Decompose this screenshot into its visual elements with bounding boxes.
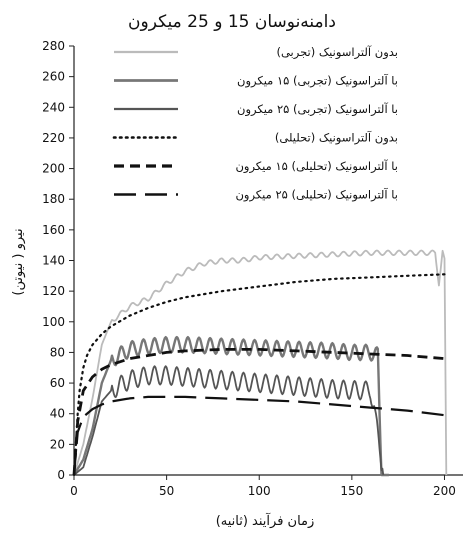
y-tick-label: 140 [42, 254, 65, 268]
legend-label-3: با آلتراسونیک (تجربی) ۲۵ میکرون [237, 102, 398, 117]
y-tick-label: 40 [50, 407, 65, 421]
legend-label-1: بدون آلتراسونیک (تجربی) [276, 45, 398, 60]
y-tick-label: 20 [50, 437, 65, 451]
y-tick-label: 240 [42, 100, 65, 114]
y-tick-label: 120 [42, 284, 65, 298]
series-line-4 [72, 273, 446, 477]
series-line-3 [73, 365, 385, 476]
x-tick-label: 50 [159, 484, 174, 498]
axes: 0 20 40 60 80 100 120 140 160 180 200 220 240 260 280 0… [42, 39, 463, 498]
x-tick-label: 0 [70, 484, 78, 498]
y-tick-label: 200 [42, 162, 65, 176]
x-tick-label: 200 [433, 484, 456, 498]
y-tick-label: 0 [57, 468, 65, 482]
legend-label-6: با آلتراسونیک (تحلیلی) ۲۵ میکرون [235, 188, 398, 203]
y-tick-label: 100 [42, 315, 65, 329]
series-lines [72, 249, 448, 477]
legend-label-2: با آلتراسونیک (تجربی) ۱۵ میکرون [237, 74, 398, 89]
y-tick-label: 220 [42, 131, 65, 145]
series-line-1 [73, 249, 448, 476]
y-axis-label: نیرو ( نیوتن) [11, 228, 26, 295]
chart-title: دامنه‌نوسان 15 و 25 میکرون [128, 12, 336, 32]
x-tick-label: 150 [340, 484, 363, 498]
y-tick-label: 180 [42, 192, 65, 206]
legend-label-4: بدون آلتراسونیک (تحلیلی) [275, 131, 398, 146]
x-tick-label: 100 [248, 484, 271, 498]
y-tick-label: 80 [50, 345, 65, 359]
legend: بدون آلتراسونیک (تجربی) با آلتراسونیک (تج… [112, 45, 398, 203]
y-tick-label: 60 [50, 376, 65, 390]
y-tick-label: 160 [42, 223, 65, 237]
legend-label-5: با آلتراسونیک (تحلیلی) ۱۵ میکرون [235, 159, 398, 174]
series-line-6 [72, 395, 445, 476]
series-line-5 [72, 348, 445, 476]
series-line-2 [72, 335, 390, 477]
y-tick-label: 260 [42, 70, 65, 84]
y-tick-label: 280 [42, 39, 65, 53]
x-axis-label: زمان فرآیند (ثانیه) [216, 512, 315, 529]
